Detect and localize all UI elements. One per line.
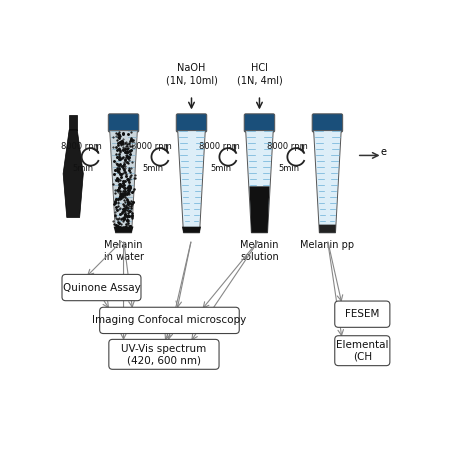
Text: (1N, 4ml): (1N, 4ml)	[237, 76, 283, 86]
Polygon shape	[182, 227, 201, 233]
Polygon shape	[63, 130, 83, 218]
Text: 8000 rpm: 8000 rpm	[267, 142, 307, 151]
Text: FESEM: FESEM	[345, 309, 380, 319]
FancyBboxPatch shape	[312, 114, 343, 132]
Text: 8000 rpm: 8000 rpm	[61, 142, 101, 151]
Text: (1N, 10ml): (1N, 10ml)	[165, 76, 218, 86]
Polygon shape	[114, 227, 134, 233]
FancyBboxPatch shape	[100, 307, 239, 334]
Text: Melanin pp: Melanin pp	[301, 240, 355, 250]
FancyBboxPatch shape	[176, 114, 207, 132]
Polygon shape	[246, 131, 273, 233]
Text: 5min: 5min	[73, 164, 94, 173]
Text: 5min: 5min	[210, 164, 231, 173]
Polygon shape	[178, 131, 205, 233]
FancyBboxPatch shape	[335, 336, 390, 365]
FancyBboxPatch shape	[108, 114, 139, 132]
FancyBboxPatch shape	[109, 339, 219, 369]
FancyBboxPatch shape	[244, 114, 275, 132]
Text: e: e	[381, 147, 387, 157]
Text: Elemental
(CH: Elemental (CH	[336, 340, 389, 362]
Text: Quinone Assay: Quinone Assay	[63, 283, 140, 292]
Polygon shape	[319, 225, 336, 233]
FancyBboxPatch shape	[335, 301, 390, 328]
Text: UV-Vis spectrum
(420, 600 nm): UV-Vis spectrum (420, 600 nm)	[121, 344, 207, 365]
Text: Imaging Confocal microscopy: Imaging Confocal microscopy	[92, 315, 246, 325]
Text: 8000 rpm: 8000 rpm	[199, 142, 239, 151]
Polygon shape	[69, 115, 77, 130]
Polygon shape	[314, 131, 341, 233]
Text: NaOH: NaOH	[177, 63, 206, 73]
Polygon shape	[249, 186, 269, 233]
Text: 5min: 5min	[142, 164, 164, 173]
Text: Melanin
solution: Melanin solution	[240, 240, 279, 262]
Text: Melanin
in water: Melanin in water	[103, 240, 144, 262]
Text: 5min: 5min	[278, 164, 300, 173]
Polygon shape	[110, 131, 137, 233]
Polygon shape	[110, 131, 137, 233]
Text: 8000 rpm: 8000 rpm	[131, 142, 172, 151]
Text: HCl: HCl	[251, 63, 268, 73]
FancyBboxPatch shape	[62, 274, 141, 301]
